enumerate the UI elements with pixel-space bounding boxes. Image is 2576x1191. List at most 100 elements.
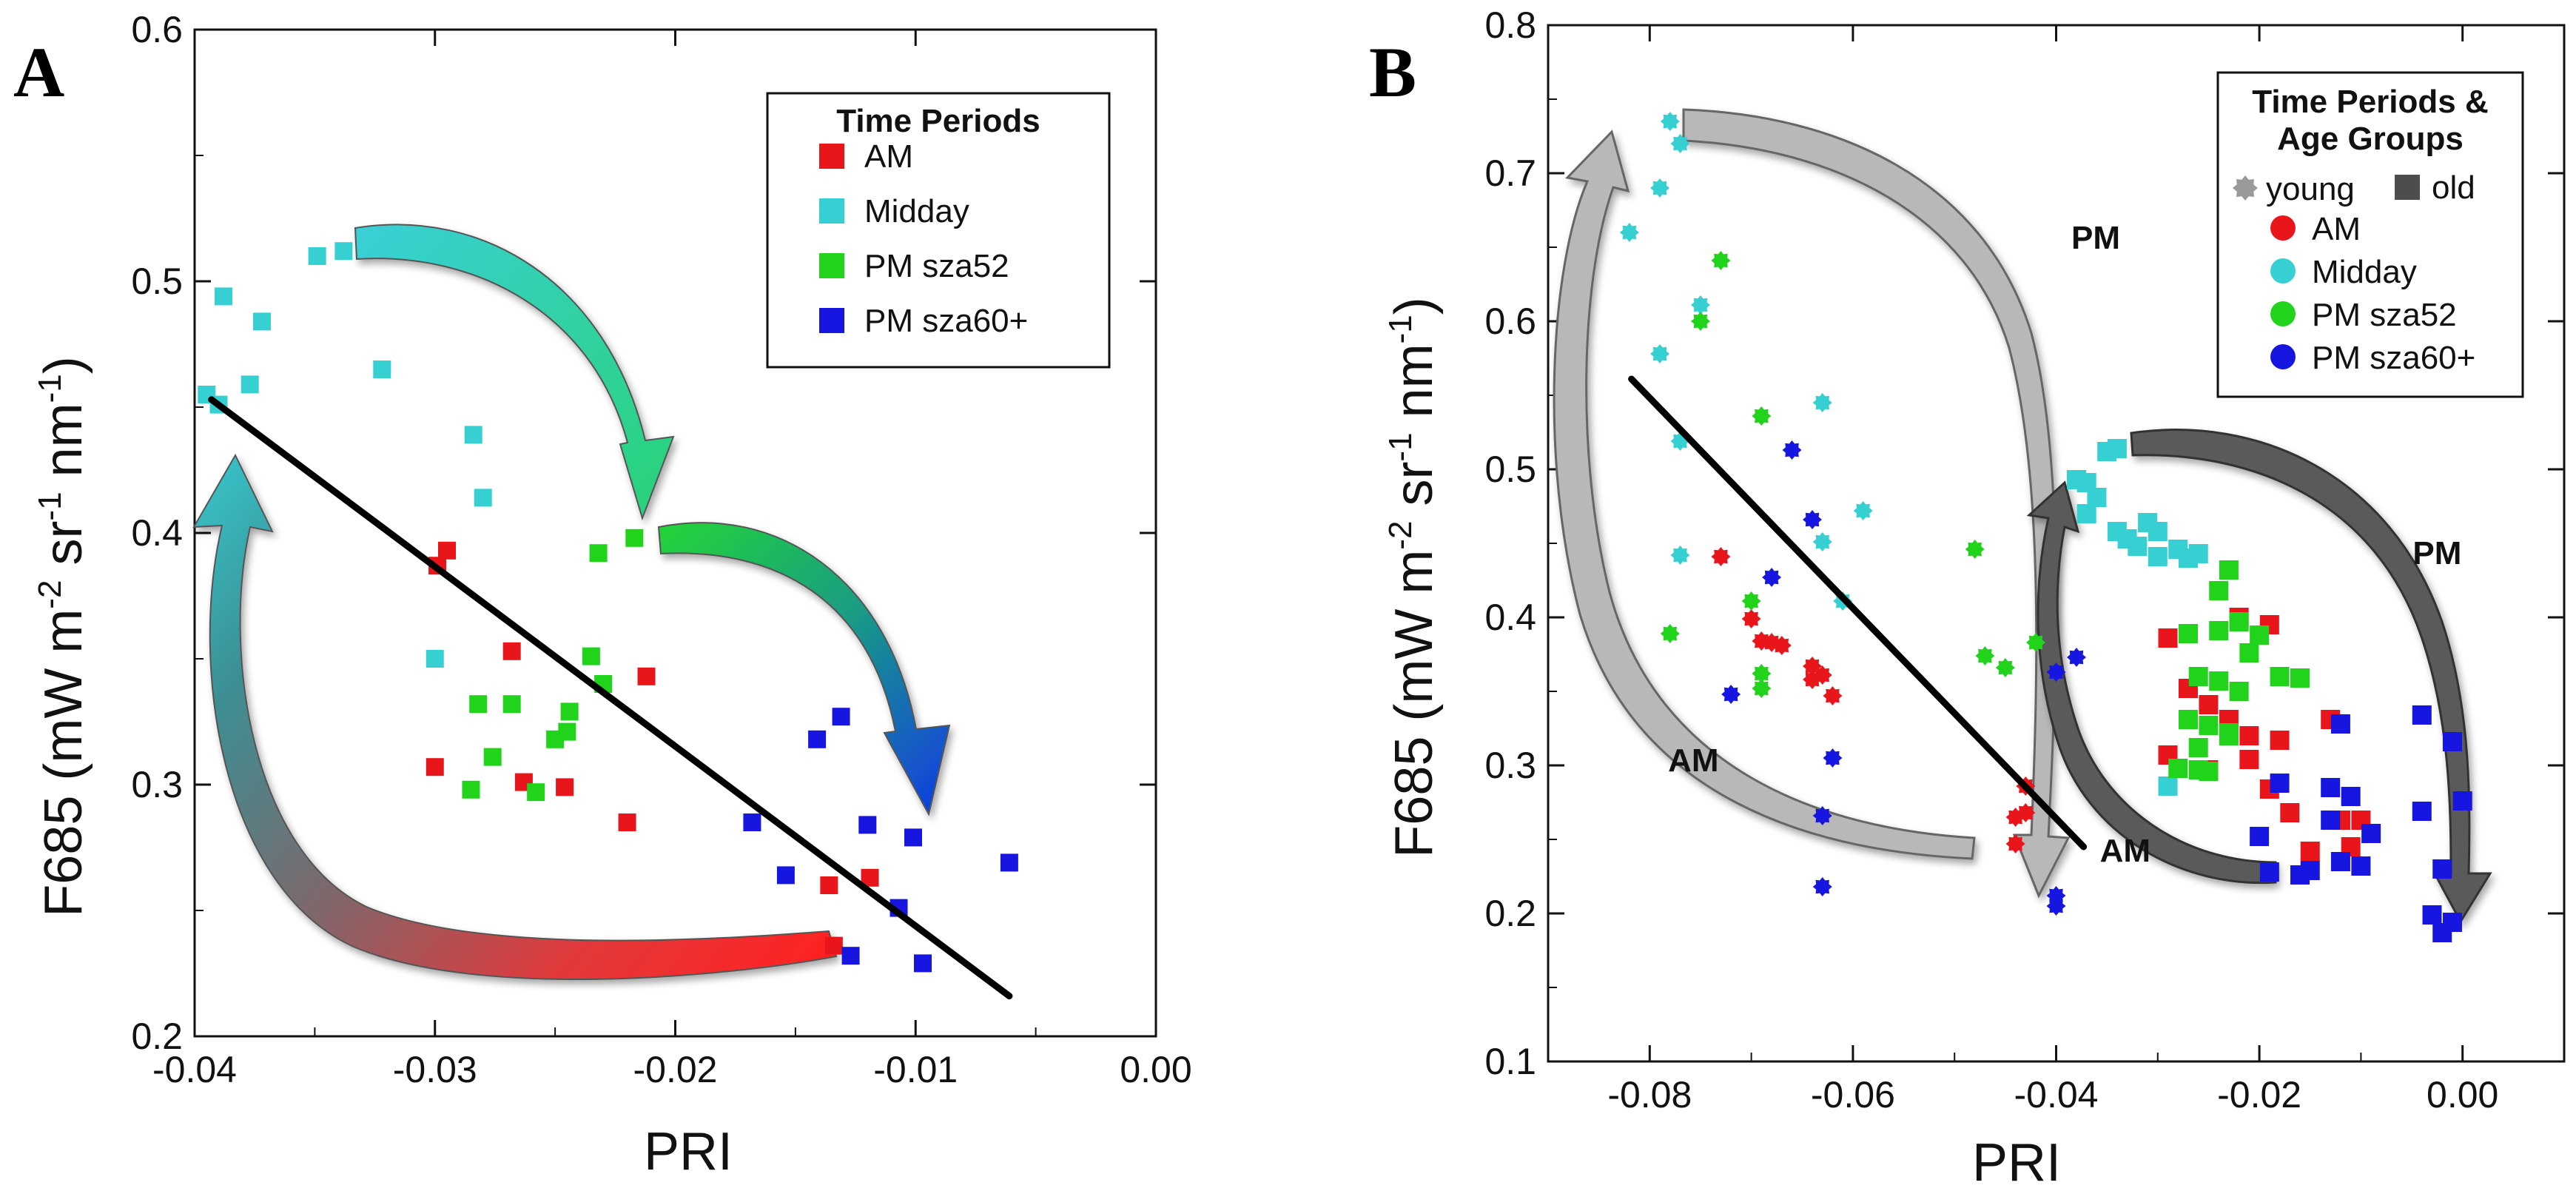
x-tick-label: -0.06 (1811, 1074, 1895, 1115)
panel-b-marks (1619, 112, 2472, 942)
data-point-pm-sza60- (841, 947, 860, 965)
data-point-old-pm-sza60- (2250, 827, 2270, 846)
data-point-old-pm-sza52 (2209, 621, 2229, 640)
data-point-old-pm-sza60- (2270, 774, 2290, 793)
y-tick-label: 0.2 (1484, 893, 1536, 934)
data-point-pm-sza52 (469, 695, 488, 714)
data-point-old-pm-sza60- (2290, 865, 2310, 885)
panel-a-marks (198, 242, 1018, 1000)
data-point-old-am (2158, 628, 2178, 648)
data-point-young-pm-sza52 (1711, 251, 1731, 270)
data-point-young-midday (1690, 295, 1710, 315)
data-point-young-am (2016, 803, 2036, 822)
panel-b-legend: Time Periods & Age Groups young old AM Midd… (2216, 71, 2524, 398)
annotation-am: AM (1668, 742, 1718, 779)
data-point-young-midday (1650, 178, 1669, 198)
data-point-old-midday (2066, 470, 2086, 489)
legend-label: PM sza60+ (2312, 340, 2475, 376)
data-point-old-pm-sza60- (2361, 824, 2381, 843)
legend-swatch (819, 308, 844, 333)
data-point-old-pm-sza60- (2452, 791, 2472, 811)
data-point-old-midday (2076, 504, 2096, 523)
data-point-young-pm-sza60- (1721, 685, 1741, 704)
data-point-young-pm-sza52 (1752, 406, 1772, 426)
panel-b-arrow-young-pm (1682, 108, 2071, 899)
data-point-young-midday (1812, 393, 1832, 412)
x-tick-label: -0.02 (2217, 1074, 2301, 1115)
data-point-old-midday (2128, 537, 2148, 556)
data-point-midday (474, 489, 492, 507)
data-point-young-pm-sza60- (1782, 440, 1802, 460)
x-tick-label: -0.01 (873, 1049, 958, 1090)
panel-b-legend-title-1: Time Periods & (2252, 84, 2489, 120)
panel-a-letter: A (13, 33, 64, 112)
data-point-old-pm-sza60- (2330, 852, 2350, 871)
x-tick-label: -0.04 (152, 1049, 237, 1090)
data-point-old-pm-sza52 (2199, 716, 2219, 735)
data-point-old-am (2239, 750, 2259, 769)
data-point-pm-sza52 (560, 702, 579, 721)
data-point-old-pm-sza52 (2168, 759, 2188, 778)
data-point-old-pm-sza60- (2422, 905, 2442, 925)
data-point-old-pm-sza52 (2178, 710, 2198, 729)
data-point-old-pm-sza60- (2442, 732, 2462, 751)
legend-label: AM (864, 138, 913, 175)
y-tick-label: 0.6 (1484, 301, 1536, 342)
data-point-old-pm-sza52 (2188, 738, 2208, 757)
data-point-old-am (2300, 842, 2320, 861)
legend-young-label: young (2266, 171, 2355, 207)
data-point-young-pm-sza52 (1995, 658, 2015, 677)
data-point-young-pm-sza60- (1762, 568, 1782, 587)
data-point-young-pm-sza52 (1975, 646, 1995, 665)
data-point-old-am (2280, 803, 2300, 822)
panel-a: A F685 (mW m-2 sr-1 nm-1) PRI -0.04 -0.03… (13, 9, 1192, 1181)
data-point-old-pm-sza52 (2229, 682, 2249, 701)
data-point-old-pm-sza52 (2219, 726, 2239, 745)
data-point-young-midday (1619, 223, 1639, 242)
panel-a-y-label: F685 (mW m-2 sr-1 nm-1) (32, 356, 93, 916)
legend-swatch (819, 144, 844, 169)
y-tick-label: 0.5 (131, 261, 183, 302)
data-point-young-am (1752, 631, 1772, 651)
x-tick-label: -0.08 (1607, 1074, 1692, 1115)
data-point-old-pm-sza60- (2341, 787, 2361, 806)
data-point-old-pm-sza52 (2239, 643, 2259, 662)
data-point-young-midday (1650, 344, 1669, 363)
panel-b-letter: B (1369, 33, 1416, 112)
data-point-young-midday (1812, 532, 1832, 551)
panel-b-x-label: PRI (1972, 1133, 2061, 1191)
data-point-old-pm-sza52 (2178, 624, 2198, 643)
data-point-pm-sza52 (483, 748, 502, 766)
data-point-old-pm-sza52 (2290, 668, 2310, 688)
x-tick-label: -0.02 (633, 1049, 718, 1090)
panel-b-axes: -0.08 -0.06 -0.04 -0.02 0.00 0.1 0.2 0.3 0.4 0.5 0… (1484, 4, 2566, 1115)
data-point-old-midday (2148, 522, 2168, 541)
data-point-pm-sza52 (625, 529, 644, 547)
data-point-old-pm-sza52 (2209, 671, 2229, 691)
data-point-young-midday (1660, 112, 1680, 131)
data-point-old-pm-sza60- (2412, 802, 2432, 821)
data-point-old-pm-sza60- (2351, 856, 2371, 876)
data-point-old-pm-sza52 (2188, 667, 2208, 686)
data-point-young-pm-sza52 (1690, 312, 1710, 331)
data-point-young-am (2005, 834, 2025, 853)
data-point-old-am (2239, 726, 2259, 745)
panel-a-legend-title: Time Periods (836, 103, 1040, 139)
x-tick-label: -0.03 (393, 1049, 477, 1090)
data-point-pm-sza60- (776, 866, 795, 885)
data-point-am (437, 541, 456, 560)
data-point-young-pm-sza60- (1812, 877, 1832, 896)
data-point-midday (373, 360, 391, 378)
legend-swatch (2270, 215, 2296, 241)
data-point-young-pm-sza52 (1965, 540, 1985, 559)
data-point-young-pm-sza60- (2046, 662, 2066, 682)
data-point-pm-sza60- (858, 816, 877, 834)
data-point-young-am (1803, 670, 1822, 689)
data-point-midday (464, 426, 482, 444)
y-tick-label: 0.3 (131, 764, 183, 805)
data-point-old-am (2270, 731, 2290, 750)
data-point-young-pm-sza52 (1752, 664, 1772, 683)
data-point-am (502, 642, 521, 660)
legend-swatch (2270, 258, 2296, 284)
